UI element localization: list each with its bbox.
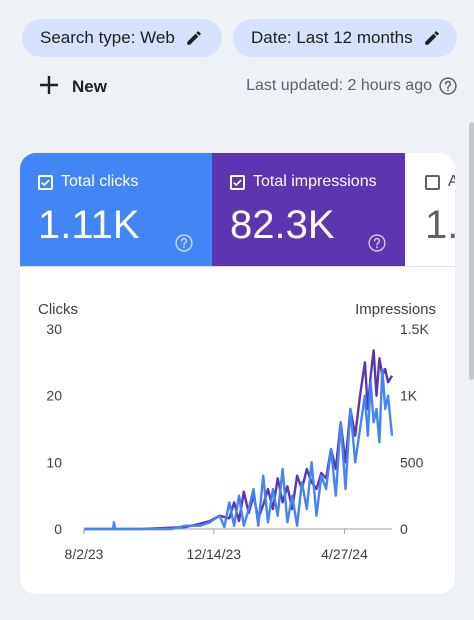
pencil-icon [423, 29, 441, 47]
metric-partial[interactable]: A 1. [405, 153, 455, 266]
search-type-filter-chip[interactable]: Search type: Web [22, 19, 222, 57]
scrollbar[interactable] [469, 122, 474, 380]
y-right-tick-label: 1.5K [400, 321, 429, 337]
metric-header: Total clicks [38, 173, 138, 191]
last-updated-text: Last updated: 2 hours ago [246, 77, 432, 94]
check-icon [41, 179, 50, 186]
series-line-clicks [84, 367, 394, 531]
y-right-tick-label: 500 [400, 454, 424, 470]
y-left-tick-label: 0 [54, 521, 62, 537]
pencil-icon [185, 29, 203, 47]
new-button[interactable]: New [36, 72, 107, 102]
y-right-tick-label: 1K [400, 388, 418, 404]
metric-value: 82.3K [230, 203, 335, 247]
date-range-label: Date: Last 12 months [251, 28, 413, 47]
help-circle-icon[interactable] [367, 233, 387, 253]
help-circle-icon[interactable] [174, 233, 194, 253]
y-left-tick-label: 20 [46, 388, 62, 404]
x-tick-label: 12/14/23 [187, 546, 242, 562]
checkbox-checked[interactable] [230, 174, 245, 190]
checkbox-checked[interactable] [38, 174, 53, 190]
metric-label: A [448, 173, 455, 190]
metric-value: 1.11K [38, 203, 140, 247]
metric-value: 1. [425, 203, 455, 247]
metric-label: Total impressions [253, 173, 377, 190]
performance-card: Total clicks 1.11K Total impressions 82.… [20, 153, 455, 594]
y-left-tick-label: 10 [46, 454, 62, 470]
check-icon [233, 179, 242, 186]
y-axis-left-label: Clicks [38, 301, 78, 318]
last-updated-status: Last updated: 2 hours ago [246, 76, 458, 96]
x-tick-label: 8/2/23 [65, 546, 104, 562]
metric-header: Total impressions [230, 173, 377, 191]
plus-icon [36, 72, 62, 102]
metric-header: A [425, 173, 455, 191]
metric-total-impressions[interactable]: Total impressions 82.3K [212, 153, 405, 266]
help-circle-icon[interactable] [438, 76, 458, 96]
checkbox-unchecked[interactable] [425, 174, 440, 190]
x-tick-label: 4/27/24 [321, 546, 368, 562]
y-axis-right-label: Impressions [355, 301, 436, 318]
y-right-tick-label: 0 [400, 521, 408, 537]
metric-label: Total clicks [61, 173, 139, 190]
y-left-tick-label: 30 [46, 321, 62, 337]
divider [20, 266, 455, 267]
date-range-filter-chip[interactable]: Date: Last 12 months [233, 19, 457, 57]
new-button-label: New [72, 77, 107, 96]
performance-chart: Clicks Impressions 30 20 10 0 1.5K 1K 500 0 8/… [38, 301, 436, 562]
search-type-label: Search type: Web [40, 28, 175, 47]
metric-total-clicks[interactable]: Total clicks 1.11K [20, 153, 212, 266]
